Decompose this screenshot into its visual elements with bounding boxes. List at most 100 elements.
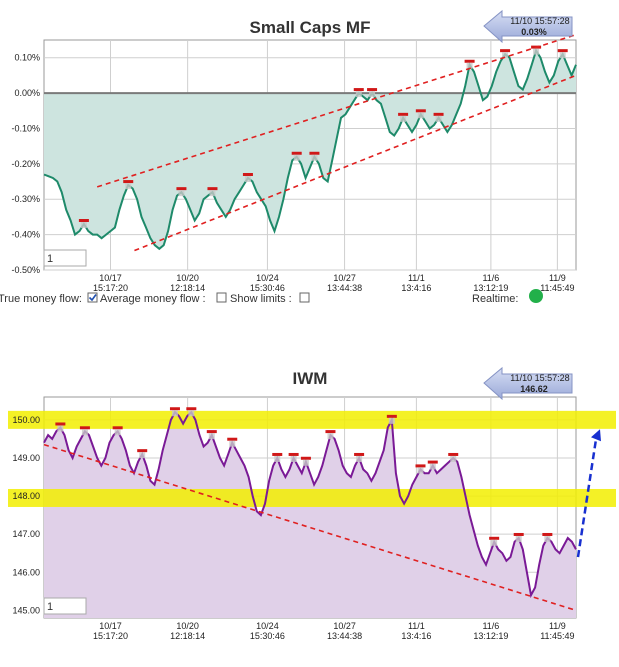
peak-marker-shadow xyxy=(417,467,424,474)
peak-marker xyxy=(227,437,238,441)
peak-marker-shadow xyxy=(57,425,64,432)
peak-marker-shadow xyxy=(515,535,522,542)
show-limits-label: Show limits : xyxy=(230,293,292,305)
x-tick-time: 15:17:20 xyxy=(93,631,128,641)
peak-marker-shadow xyxy=(559,52,566,59)
money-flow-chart: Small Caps MF 0.10% 0.00% -0.10% -0.20% -0.3… xyxy=(0,9,577,305)
y-tick-label: 0.10% xyxy=(14,53,40,63)
peak-marker xyxy=(112,426,123,430)
peak-marker xyxy=(427,460,438,464)
x-tick-time: 12:18:14 xyxy=(170,631,205,641)
peak-marker-shadow xyxy=(229,440,236,447)
realtime-label: Realtime: xyxy=(472,293,518,305)
peak-marker xyxy=(325,430,336,434)
mf-controls: True money flow: Average money flow : Sh… xyxy=(0,289,543,305)
peak-marker-shadow xyxy=(435,115,442,122)
peak-marker xyxy=(78,219,89,222)
iwm-projection-arrow xyxy=(576,439,598,558)
x-tick-date: 11/9 xyxy=(549,273,566,283)
x-tick-date: 11/1 xyxy=(408,621,425,631)
y-tick-label: -0.40% xyxy=(11,230,40,240)
iwm-badge-time: 11/10 15:57:28 xyxy=(510,373,569,383)
peak-marker-shadow xyxy=(466,62,473,69)
mf-peak-markers xyxy=(78,45,568,228)
x-tick-time: 15:30:46 xyxy=(250,631,285,641)
mf-lower-trendline xyxy=(134,74,577,252)
peak-marker xyxy=(169,407,180,411)
iwm-chart: IWM 150.00 149.00 148.00 147.00 146.00 145.00… xyxy=(8,366,616,641)
y-tick-label: -0.50% xyxy=(11,265,40,275)
x-tick-time: 13:44:38 xyxy=(327,631,362,641)
peak-marker-shadow xyxy=(327,433,334,440)
peak-marker xyxy=(55,422,66,426)
iwm-area-fill xyxy=(44,412,576,618)
peak-marker-shadow xyxy=(178,190,185,197)
peak-marker-shadow xyxy=(80,222,87,228)
y-tick-label: 150.00 xyxy=(12,415,40,425)
x-tick-date: 11/9 xyxy=(549,621,566,631)
y-tick-label: 146.00 xyxy=(12,567,40,577)
iwm-value-badge: 11/10 15:57:28 146.62 xyxy=(483,366,573,401)
peak-marker-shadow xyxy=(293,154,300,161)
x-tick-time: 13:4:16 xyxy=(401,283,431,293)
peak-marker-shadow xyxy=(208,433,215,440)
peak-marker-shadow xyxy=(274,455,281,462)
iwm-zoom-box[interactable]: 1 xyxy=(43,597,87,615)
iwm-lower-trendline xyxy=(43,443,577,612)
peak-marker xyxy=(448,452,459,456)
peak-marker xyxy=(398,112,409,116)
y-tick-label: 147.00 xyxy=(12,529,40,539)
x-tick-time: 15:30:46 xyxy=(250,283,285,293)
peak-marker xyxy=(489,536,500,540)
peak-marker-shadow xyxy=(139,452,146,459)
peak-marker-shadow xyxy=(429,463,436,470)
x-tick-time: 13:12:19 xyxy=(473,631,508,641)
y-tick-label: -0.30% xyxy=(11,194,40,204)
peak-marker xyxy=(513,532,524,536)
peak-marker xyxy=(79,426,90,430)
peak-marker-shadow xyxy=(302,459,309,466)
mf-chart-title: Small Caps MF xyxy=(250,18,371,37)
y-tick-label: 0.00% xyxy=(14,88,40,98)
peak-marker-shadow xyxy=(450,455,457,462)
x-tick-time: 13:44:38 xyxy=(327,283,362,293)
x-tick-date: 10/17 xyxy=(99,621,122,631)
peak-marker xyxy=(386,414,397,418)
mf-series-line xyxy=(43,48,577,251)
mf-zoom-box[interactable]: 1 xyxy=(43,249,87,267)
mf-area-fill xyxy=(44,50,576,249)
average-money-flow-label: Average money flow : xyxy=(100,293,206,305)
arrowhead-icon xyxy=(591,429,601,442)
x-tick-time: 13:4:16 xyxy=(401,631,431,641)
mf-zoom-value: 1 xyxy=(47,253,53,265)
x-tick-date: 10/24 xyxy=(256,621,279,631)
peak-marker xyxy=(433,112,444,116)
x-tick-date: 10/20 xyxy=(176,273,199,283)
mf-badge-value: 0.03% xyxy=(521,27,547,37)
x-tick-date: 10/17 xyxy=(99,273,122,283)
peak-marker-shadow xyxy=(400,115,407,122)
peak-marker xyxy=(353,88,364,92)
mf-value-badge: 11/10 15:57:28 0.03% xyxy=(483,9,573,44)
peak-marker-shadow xyxy=(355,91,362,98)
peak-marker xyxy=(272,452,283,456)
peak-marker-shadow xyxy=(533,48,540,55)
y-tick-label: 148.00 xyxy=(12,491,40,501)
highlight-band xyxy=(8,488,616,507)
y-tick-label: 149.00 xyxy=(12,453,40,463)
peak-marker-shadow xyxy=(244,176,251,182)
x-tick-date: 11/1 xyxy=(408,273,425,283)
y-tick-label: -0.20% xyxy=(11,159,40,169)
peak-marker-shadow xyxy=(81,429,88,436)
peak-marker-shadow xyxy=(290,455,297,462)
peak-marker-shadow xyxy=(369,91,376,98)
average-money-flow-checkbox[interactable] xyxy=(87,292,98,303)
peak-marker xyxy=(415,109,426,113)
show-limits-checkbox-b[interactable] xyxy=(299,292,310,303)
peak-marker xyxy=(206,430,217,434)
show-limits-checkbox-a[interactable] xyxy=(216,292,227,303)
x-tick-time: 13:12:19 xyxy=(473,283,508,293)
peak-marker xyxy=(354,452,365,456)
